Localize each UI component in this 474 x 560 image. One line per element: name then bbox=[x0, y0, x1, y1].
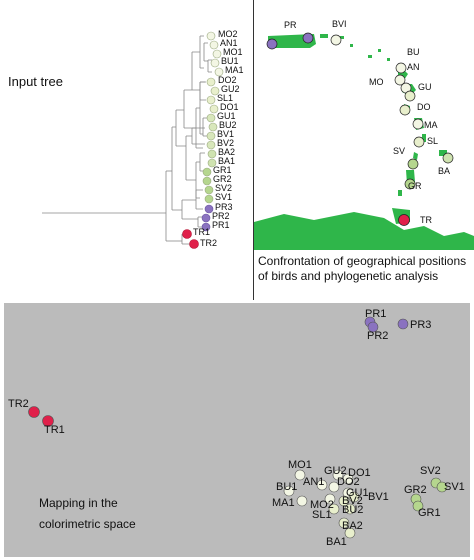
tree-leaf-label: PR3 bbox=[215, 202, 233, 212]
point-label: BU2 bbox=[342, 504, 364, 516]
tree-leaf-label: BV1 bbox=[217, 129, 235, 139]
landmass bbox=[254, 34, 474, 250]
point-label: BA1 bbox=[326, 536, 347, 548]
island-label: BA bbox=[438, 166, 450, 176]
map-panel: PR BVI BU AN MO GU DO MA SL SV BA GR TR bbox=[254, 0, 474, 250]
point-label: TR1 bbox=[44, 424, 65, 436]
point-label: SL1 bbox=[312, 509, 332, 521]
point-label: BV2 bbox=[342, 495, 363, 507]
colorimetric-caption: Mapping in the colorimetric space bbox=[39, 496, 136, 531]
tree-leaf-label: GR1 bbox=[213, 165, 232, 175]
tree-leaf-label: MO1 bbox=[223, 47, 243, 57]
island-label: MA bbox=[424, 120, 438, 130]
tree-panel: Input tree bbox=[0, 0, 252, 300]
tree-leaf-label: BA2 bbox=[218, 147, 236, 157]
point-label: BA2 bbox=[342, 520, 363, 532]
island-label: GU bbox=[418, 82, 432, 92]
tree-title: Input tree bbox=[8, 74, 63, 89]
phylogenetic-tree bbox=[42, 31, 224, 249]
tree-leaf-label: DO2 bbox=[218, 75, 237, 85]
point-label: PR1 bbox=[365, 308, 387, 320]
tree-branches bbox=[42, 35, 212, 245]
tree-leaf-label: MO2 bbox=[218, 29, 238, 39]
tree-leaf-label: BA1 bbox=[218, 156, 236, 166]
tree-leaf-label: BU1 bbox=[221, 56, 239, 66]
point-label: PR3 bbox=[410, 319, 432, 331]
island-label: SV bbox=[393, 146, 405, 156]
point-label: DO2 bbox=[337, 476, 360, 488]
point-label: MA1 bbox=[272, 497, 295, 509]
tree-leaf-label: AN1 bbox=[220, 38, 238, 48]
tree-leaf-label: PR2 bbox=[212, 211, 230, 221]
point-label: GU2 bbox=[324, 465, 347, 477]
island-label: GR bbox=[408, 181, 422, 191]
point-label: AN1 bbox=[303, 476, 325, 488]
tree-leaf-label: MA1 bbox=[225, 65, 244, 75]
map-caption: Confrontation of geographical positions … bbox=[258, 254, 467, 283]
point-label: MO2 bbox=[310, 499, 334, 511]
island-markers bbox=[266, 32, 454, 226]
point-label: GR2 bbox=[404, 484, 427, 496]
tree-leaf-label: TR1 bbox=[193, 227, 211, 237]
colorimetric-points bbox=[28, 316, 448, 539]
point-label: GU1 bbox=[346, 487, 369, 499]
point-label: GR1 bbox=[418, 507, 441, 519]
colorimetric-panel: PR1 PR2 PR3 TR2 TR1 MO1 GU2 DO1 AN1 DO2 … bbox=[4, 303, 470, 557]
tree-leaf-label: GR2 bbox=[213, 174, 232, 184]
island-label: SL bbox=[427, 136, 438, 146]
island-label: BVI bbox=[332, 19, 347, 29]
point-label: TR2 bbox=[8, 398, 29, 410]
tree-leaf-label: TR2 bbox=[200, 238, 218, 248]
colorimetric-scatter bbox=[28, 316, 448, 539]
tree-leaf-label: SV2 bbox=[215, 183, 233, 193]
point-label: SV2 bbox=[420, 465, 441, 477]
island-label: BU bbox=[407, 47, 420, 57]
tree-leaf-label: GU1 bbox=[217, 111, 236, 121]
point-label: DO1 bbox=[348, 467, 371, 479]
island-label: MO bbox=[369, 77, 384, 87]
point-label: SV1 bbox=[444, 481, 465, 493]
tree-leaf-label: DO1 bbox=[220, 102, 239, 112]
tree-leaf-label: SL1 bbox=[217, 93, 234, 103]
island-label: TR bbox=[420, 215, 432, 225]
point-label: BU1 bbox=[276, 481, 298, 493]
point-label: BV1 bbox=[368, 491, 389, 503]
tree-leaf-label: BV2 bbox=[217, 138, 235, 148]
tree-leaf-label: BU2 bbox=[219, 120, 237, 130]
tree-leaf-label: GU2 bbox=[221, 84, 240, 94]
island-label: AN bbox=[407, 62, 420, 72]
point-label: MO1 bbox=[288, 459, 312, 471]
tree-leaf-nodes bbox=[182, 31, 224, 249]
tree-leaf-label: PR1 bbox=[212, 220, 230, 230]
caribbean-map: PR BVI BU AN MO GU DO MA SL SV BA GR TR bbox=[254, 19, 474, 250]
island-labels: PR BVI BU AN MO GU DO MA SL SV BA GR TR bbox=[284, 19, 450, 225]
island-label: PR bbox=[284, 20, 297, 30]
island-label: DO bbox=[417, 102, 431, 112]
tree-leaf-label: SV1 bbox=[215, 192, 233, 202]
point-label: PR2 bbox=[367, 330, 389, 342]
